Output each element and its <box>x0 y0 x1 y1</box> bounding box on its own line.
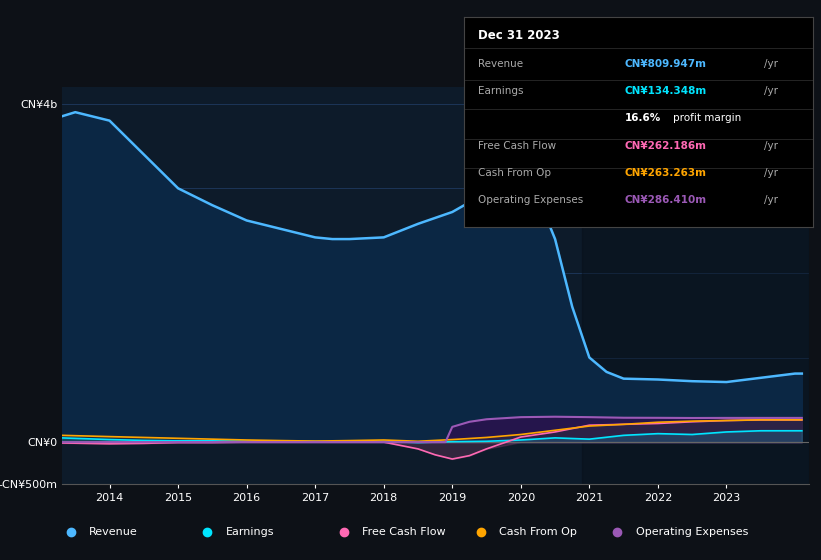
Text: /yr: /yr <box>764 195 778 206</box>
Text: CN¥809.947m: CN¥809.947m <box>624 59 706 69</box>
Text: Earnings: Earnings <box>478 86 523 96</box>
Text: Cash From Op: Cash From Op <box>478 168 551 178</box>
Text: CN¥263.263m: CN¥263.263m <box>624 168 706 178</box>
Text: /yr: /yr <box>764 141 778 151</box>
Text: /yr: /yr <box>764 168 778 178</box>
Text: Cash From Op: Cash From Op <box>499 527 577 537</box>
Text: profit margin: profit margin <box>673 114 741 123</box>
Text: /yr: /yr <box>764 59 778 69</box>
Text: Free Cash Flow: Free Cash Flow <box>478 141 556 151</box>
Text: CN¥286.410m: CN¥286.410m <box>624 195 707 206</box>
Text: Dec 31 2023: Dec 31 2023 <box>478 30 560 43</box>
Text: Revenue: Revenue <box>89 527 138 537</box>
Text: 16.6%: 16.6% <box>624 114 661 123</box>
Text: Operating Expenses: Operating Expenses <box>478 195 583 206</box>
Text: /yr: /yr <box>764 86 778 96</box>
Text: Free Cash Flow: Free Cash Flow <box>363 527 446 537</box>
Text: CN¥134.348m: CN¥134.348m <box>624 86 707 96</box>
Text: Revenue: Revenue <box>478 59 523 69</box>
Text: Operating Expenses: Operating Expenses <box>636 527 748 537</box>
Text: CN¥262.186m: CN¥262.186m <box>624 141 706 151</box>
Text: Earnings: Earnings <box>226 527 274 537</box>
Bar <box>582 87 809 484</box>
